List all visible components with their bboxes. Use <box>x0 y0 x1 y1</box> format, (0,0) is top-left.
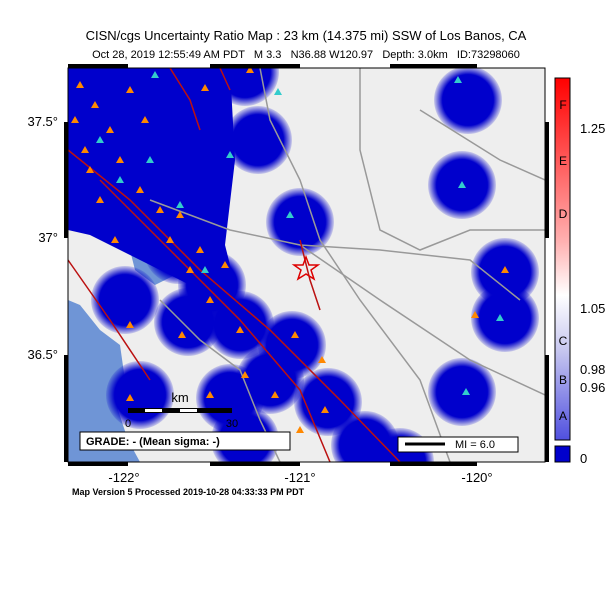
colorbar-letter: F <box>559 98 566 112</box>
map-frame <box>67 67 546 463</box>
grade-text: GRADE: - (Mean sigma: -) <box>86 436 220 448</box>
colorbar <box>554 77 571 441</box>
colorbar-value: 0.98 <box>580 362 605 377</box>
map <box>68 68 545 462</box>
station <box>126 394 134 401</box>
station <box>241 371 249 378</box>
footer: Map Version 5 Processed 2019-10-28 04:33… <box>72 487 305 497</box>
frame-ticks <box>64 64 549 466</box>
colorbar-value: 0.96 <box>580 380 605 395</box>
station <box>221 261 229 268</box>
mi-legend-box <box>397 436 519 453</box>
coverage-area <box>91 266 159 334</box>
station <box>318 356 326 363</box>
station <box>146 156 154 163</box>
station <box>151 71 159 78</box>
colorbar-value: 1.05 <box>580 301 605 316</box>
station <box>226 151 234 158</box>
scale-tick: 30 <box>226 418 238 430</box>
station <box>96 136 104 143</box>
station <box>106 126 114 133</box>
station <box>462 388 470 395</box>
station <box>156 206 164 213</box>
station <box>96 196 104 203</box>
station <box>496 314 504 321</box>
title: CISN/cgs Uncertainty Ratio Map : 23 km (… <box>86 28 527 43</box>
scale-bar-white <box>180 409 197 412</box>
colorbar-letter: D <box>559 207 568 221</box>
lon-label: -122° <box>108 470 139 485</box>
coverage-area <box>428 358 496 426</box>
station <box>136 186 144 193</box>
station <box>458 181 466 188</box>
coverage-area <box>471 284 539 352</box>
station <box>321 406 329 413</box>
station <box>126 321 134 328</box>
lat-label: 37° <box>38 230 58 245</box>
colorbar-value: 1.25 <box>580 121 605 136</box>
station <box>71 116 79 123</box>
station <box>126 86 134 93</box>
epicenter <box>291 254 321 281</box>
stations <box>71 68 509 448</box>
lat-label: 37.5° <box>27 114 58 129</box>
station <box>196 246 204 253</box>
lon-label: -121° <box>284 470 315 485</box>
station <box>206 391 214 398</box>
scale-bar: km 0 30 <box>125 390 238 430</box>
colorbar-letter: C <box>559 334 568 348</box>
colorbar-value: 0 <box>580 451 587 466</box>
station <box>76 81 84 88</box>
colorbar-letter: E <box>559 154 567 168</box>
station <box>81 146 89 153</box>
station <box>236 326 244 333</box>
coverage-area <box>266 188 334 256</box>
station <box>176 201 184 208</box>
station <box>186 266 194 273</box>
station <box>176 211 184 218</box>
station <box>116 176 124 183</box>
station <box>206 296 214 303</box>
coverage-area <box>236 346 304 414</box>
station <box>178 331 186 338</box>
station <box>91 101 99 108</box>
coverage-area <box>224 106 292 174</box>
station <box>291 331 299 338</box>
faults <box>68 68 401 462</box>
station <box>471 311 479 318</box>
colorbar-base <box>554 445 571 463</box>
station <box>201 266 209 273</box>
station <box>111 236 119 243</box>
station <box>296 426 304 433</box>
station <box>274 88 282 95</box>
mi-legend-text: MI = 6.0 <box>455 439 495 451</box>
scale-bar-white <box>145 409 162 412</box>
scale-unit: km <box>171 390 188 405</box>
scale-tick: 0 <box>125 418 131 430</box>
station <box>201 84 209 91</box>
colorbar-letter: A <box>559 409 567 423</box>
subtitle: Oct 28, 2019 12:55:49 AM PDT M 3.3 N36.8… <box>92 49 520 61</box>
station <box>166 236 174 243</box>
coverage-area <box>106 361 174 429</box>
coverage-area <box>106 68 174 109</box>
grade-box <box>79 431 291 451</box>
station <box>271 391 279 398</box>
station <box>286 211 294 218</box>
ocean <box>68 300 140 462</box>
colorbar-letter: B <box>559 373 567 387</box>
coverage-area <box>144 216 212 284</box>
lat-label: 36.5° <box>27 347 58 362</box>
station <box>141 116 149 123</box>
roads <box>149 68 545 462</box>
station <box>454 76 462 83</box>
station <box>501 266 509 273</box>
station <box>116 156 124 163</box>
coverage-area <box>434 68 502 134</box>
station <box>86 166 94 173</box>
station <box>246 68 254 73</box>
lon-label: -120° <box>461 470 492 485</box>
